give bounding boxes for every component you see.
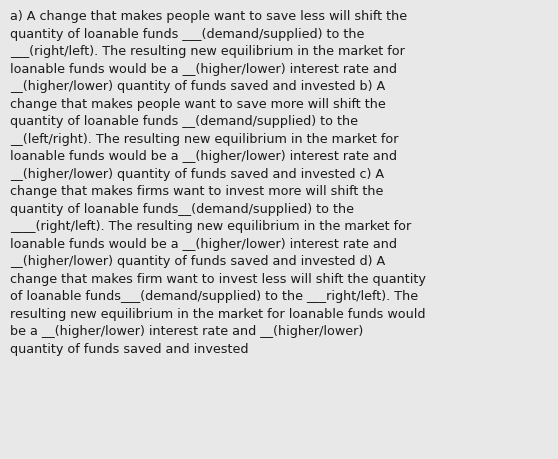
Text: a) A change that makes people want to save less will shift the
quantity of loana: a) A change that makes people want to sa… bbox=[10, 10, 426, 355]
